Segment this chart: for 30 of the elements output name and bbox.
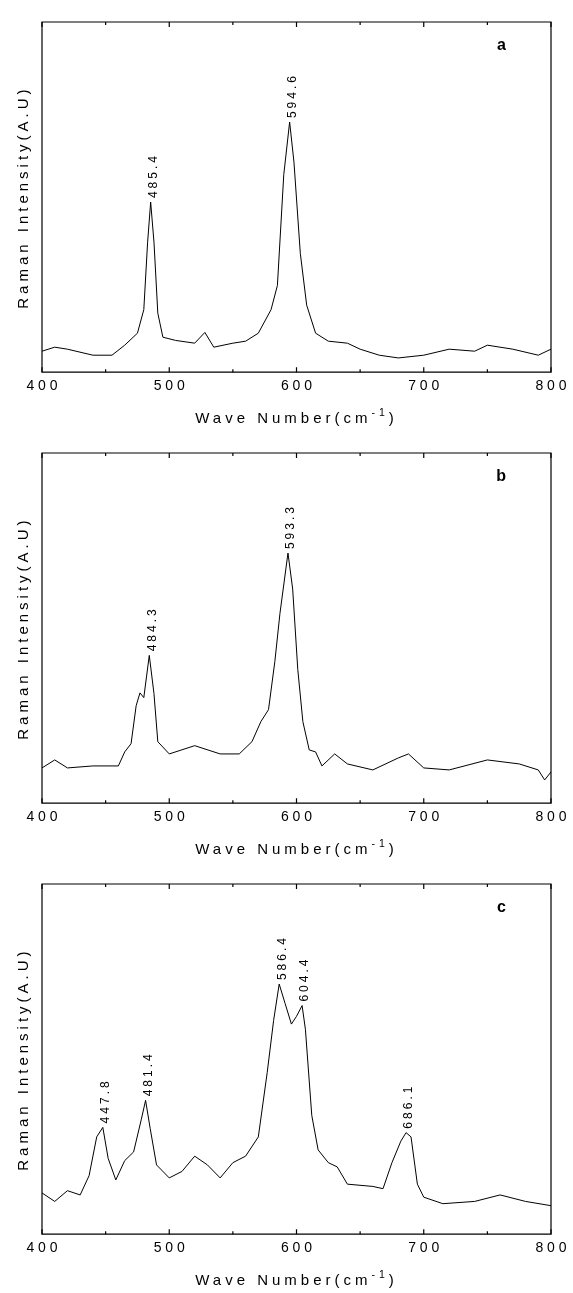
y-axis-title: Raman Intensity(A.U) xyxy=(14,85,32,309)
annotation: 686.1 xyxy=(401,1083,416,1129)
chart-title: c xyxy=(497,898,507,916)
x-tick-label: 7 0 0 xyxy=(408,808,440,825)
x-tick-label: 5 0 0 xyxy=(153,1239,186,1256)
annotation: 485.4 xyxy=(145,153,160,199)
x-tick-label: 5 0 0 xyxy=(153,808,186,825)
x-tick-label: 6 0 0 xyxy=(280,808,313,825)
annotation: 604.4 xyxy=(297,956,312,1002)
x-tick-label: 7 0 0 xyxy=(408,377,440,394)
annotation: 481.4 xyxy=(140,1051,155,1097)
annotation: 447.8 xyxy=(98,1078,113,1124)
x-tick-label: 4 0 0 xyxy=(26,808,58,825)
x-tick-label: 8 0 0 xyxy=(535,1239,567,1256)
x-tick-label: 4 0 0 xyxy=(26,377,58,394)
annotation: 593.3 xyxy=(283,504,298,550)
x-tick-label: 4 0 0 xyxy=(26,1239,58,1256)
annotation: 484.3 xyxy=(144,606,159,652)
y-axis-title: Raman Intensity(A.U) xyxy=(14,947,32,1171)
x-tick-label: 6 0 0 xyxy=(280,1239,313,1256)
chart-title: a xyxy=(497,36,507,54)
chart-title: b xyxy=(496,467,507,485)
x-tick-label: 5 0 0 xyxy=(153,377,186,394)
y-axis-title: Raman Intensity(A.U) xyxy=(14,516,32,740)
x-tick-label: 7 0 0 xyxy=(408,1239,440,1256)
x-tick-label: 6 0 0 xyxy=(280,377,313,394)
x-tick-label: 8 0 0 xyxy=(535,377,567,394)
annotation: 586.4 xyxy=(274,935,289,981)
annotation: 594.6 xyxy=(284,73,299,119)
x-tick-label: 8 0 0 xyxy=(535,808,567,825)
